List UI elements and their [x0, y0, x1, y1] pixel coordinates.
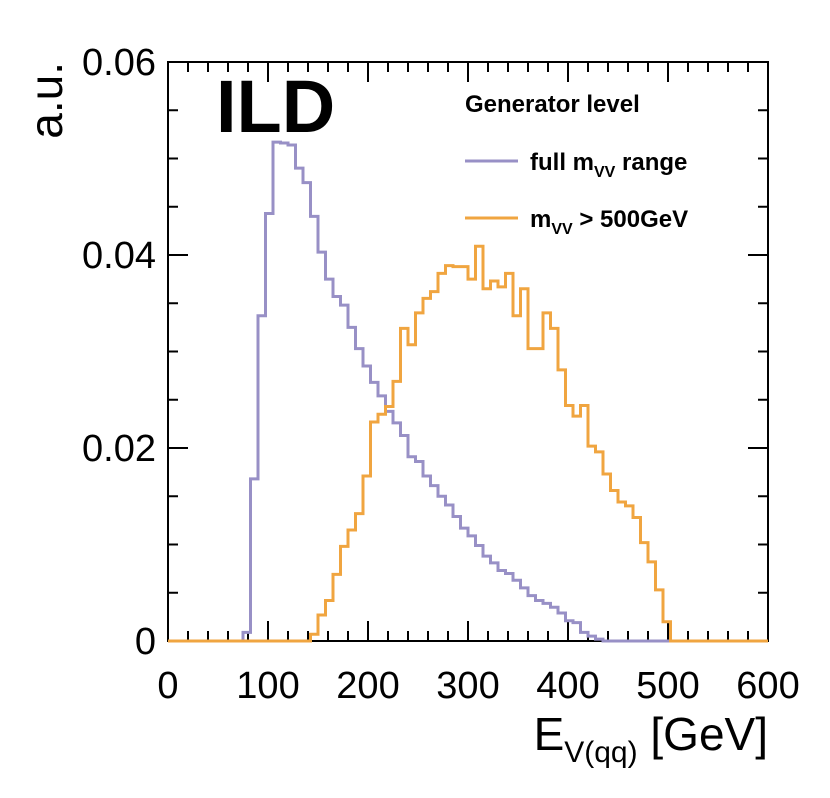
- x-tick-labels: 0 100 200 300 400 500 600: [157, 665, 799, 707]
- y-tick-label: 0: [135, 621, 156, 663]
- y-axis-title: a.u.: [20, 62, 72, 139]
- x-tick-label: 600: [736, 665, 799, 707]
- x-axis-title: EV(qq) [GeV]: [534, 708, 768, 769]
- legend: Generator level full mVV range mVV > 500…: [465, 91, 688, 238]
- x-tick-label: 300: [436, 665, 499, 707]
- x-tick-label: 100: [236, 665, 299, 707]
- y-tick-label: 0.06: [82, 42, 156, 84]
- experiment-label: ILD: [216, 65, 335, 148]
- series-layer: [168, 140, 768, 643]
- x-tick-label: 200: [336, 665, 399, 707]
- y-tick-labels: 0 0.02 0.04 0.06: [82, 42, 156, 663]
- series-line-0: [168, 140, 768, 643]
- x-tick-label: 400: [536, 665, 599, 707]
- legend-title: Generator level: [465, 91, 640, 118]
- series-line-1: [168, 244, 768, 643]
- y-tick-label: 0.04: [82, 235, 156, 277]
- y-tick-label: 0.02: [82, 428, 156, 470]
- x-tick-label: 500: [636, 665, 699, 707]
- legend-label-high-mass: mVV > 500GeV: [530, 206, 688, 238]
- legend-label-full-range: full mVV range: [530, 149, 687, 181]
- axis-ticks: [167, 61, 769, 642]
- x-tick-label: 0: [157, 665, 178, 707]
